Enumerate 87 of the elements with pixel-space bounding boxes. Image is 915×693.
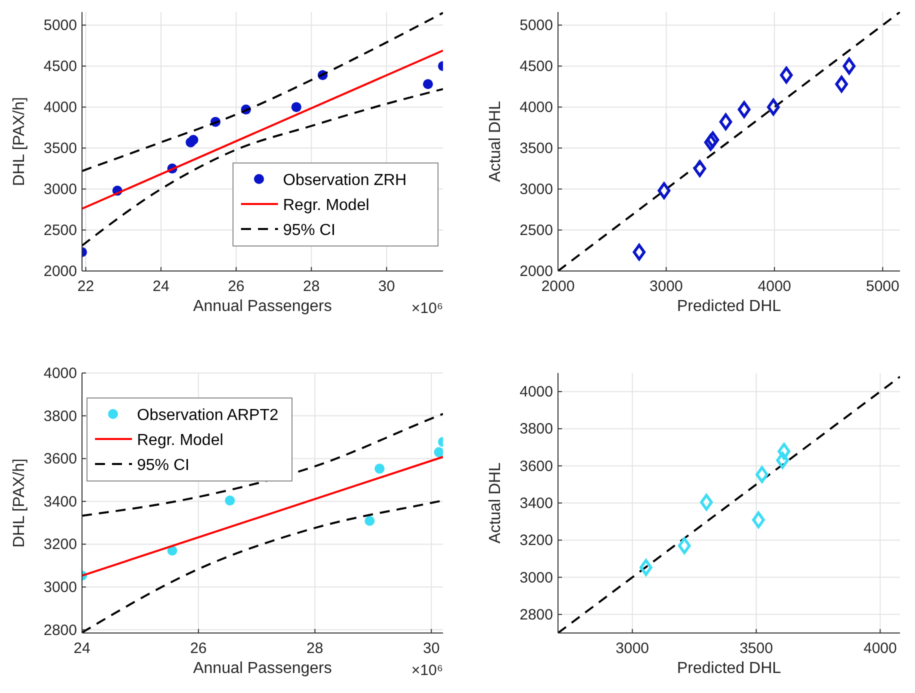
y-tick-label: 5000 (44, 17, 77, 34)
point (704, 134, 717, 151)
x-axis-title: Annual Passengers (193, 660, 332, 677)
point (224, 496, 235, 506)
x-tick-label: 26 (190, 640, 207, 657)
x-tick-label: 30 (423, 640, 440, 657)
y-tick-label: 3200 (520, 532, 553, 550)
text: ×10⁶ (411, 662, 443, 679)
point (756, 466, 768, 483)
legend-label: 95% CI (283, 222, 336, 239)
y-tick-label: 4500 (44, 58, 77, 76)
y-tick-label: 3400 (520, 495, 553, 512)
point (188, 134, 198, 145)
y-tick-label: 2000 (44, 263, 77, 280)
y-tick-label: 3800 (44, 408, 77, 425)
x-tick-label: 2000 (541, 278, 575, 295)
x-tick-label: 22 (77, 278, 94, 295)
y-tick-label: 2500 (44, 222, 77, 240)
y-tick-label: 3200 (44, 536, 77, 554)
y-axis-title: DHL [PAX/h] (11, 458, 28, 548)
x-tick-label: 4000 (758, 278, 792, 295)
x-tick-label: 3000 (650, 278, 683, 295)
x-tick-label: 4000 (863, 640, 897, 657)
point (842, 58, 856, 74)
line-series (82, 88, 443, 247)
y-tick-label: 4000 (520, 384, 553, 401)
point (738, 101, 751, 118)
y-tick-label: 3000 (44, 181, 77, 198)
y-tick-label: 3000 (520, 181, 553, 198)
point (776, 452, 789, 469)
x-axis-title: Predicted DHL (676, 298, 782, 315)
x-tick-label: 26 (228, 278, 245, 295)
point (835, 76, 848, 93)
point (678, 537, 691, 554)
line-series (82, 12, 443, 172)
y-tick-label: 3800 (520, 420, 553, 438)
y-tick-label: 3000 (44, 578, 77, 596)
y-tick-label: 3400 (44, 493, 77, 510)
x-tick-label: 24 (152, 278, 170, 295)
text: ×10⁶ (411, 300, 443, 317)
point (778, 442, 790, 460)
point (700, 494, 713, 511)
y-tick-label: 3500 (44, 140, 77, 158)
x-tick-label: 3500 (740, 640, 773, 657)
legend-label: Regr. Model (137, 432, 224, 449)
point (752, 512, 765, 528)
x-tick-label: 30 (378, 278, 395, 295)
point (780, 66, 793, 84)
y-tick-label: 2000 (520, 263, 553, 280)
y-tick-label: 4000 (44, 365, 77, 382)
y-axis-title: Actual DHL (487, 462, 504, 544)
y-tick-label: 2500 (520, 222, 553, 240)
x-tick-label: 24 (74, 640, 90, 657)
y-tick-label: 4500 (520, 58, 553, 76)
x-tick-label: 5000 (866, 278, 900, 295)
y-tick-label: 3600 (44, 450, 77, 468)
y-axis-title: Actual DHL (487, 100, 504, 182)
legend-label: Observation ZRH (283, 172, 407, 189)
y-tick-label: 3600 (520, 458, 553, 475)
x-tick-label: 3000 (616, 640, 650, 657)
point (374, 464, 385, 474)
x-tick-label: 28 (306, 640, 324, 657)
y-axis-title: DHL [PAX/h] (11, 97, 28, 186)
point (422, 79, 433, 90)
x-axis-title: Annual Passengers (193, 298, 332, 315)
legend-label: 95% CI (137, 457, 190, 474)
point (766, 98, 780, 116)
y-tick-label: 3500 (520, 140, 553, 158)
point (640, 559, 652, 576)
y-tick-label: 3000 (520, 569, 553, 586)
y-tick-label: 2800 (520, 606, 553, 624)
y-tick-label: 4000 (44, 99, 77, 116)
point (291, 102, 302, 112)
legend-label: Regr. Model (283, 197, 370, 214)
point (364, 516, 375, 526)
y-tick-label: 5000 (520, 17, 553, 34)
point (658, 182, 670, 200)
x-axis-title: Predicted DHL (676, 660, 782, 677)
y-tick-label: 4000 (520, 99, 553, 116)
point (719, 113, 732, 130)
point (434, 447, 443, 458)
point (632, 244, 646, 261)
point (693, 160, 706, 177)
legend-label: Observation ARPT2 (137, 407, 278, 424)
x-tick-label: 28 (303, 278, 320, 295)
y-tick-label: 2800 (44, 622, 77, 639)
point (706, 131, 720, 148)
